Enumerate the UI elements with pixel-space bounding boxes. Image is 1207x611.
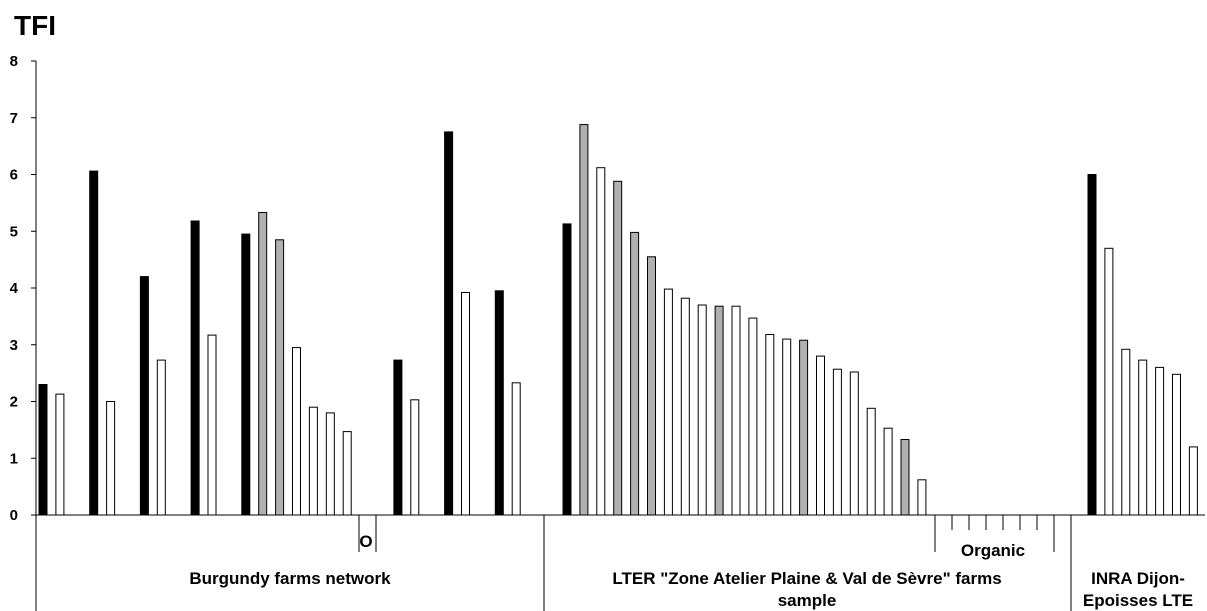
y-tick-label: 5 (10, 223, 18, 240)
y-tick-label: 8 (10, 53, 18, 70)
bar (1172, 373, 1181, 516)
bar (782, 338, 792, 516)
bar (663, 288, 673, 516)
bar (55, 393, 65, 516)
bar (139, 276, 149, 516)
bar (106, 401, 116, 516)
bar (1155, 366, 1165, 516)
y-ticks: 0 1 2 3 4 5 6 7 8 (10, 53, 36, 524)
bar (1188, 446, 1198, 516)
bar (680, 297, 690, 516)
bar (579, 124, 589, 516)
bar (156, 359, 166, 516)
bar (832, 368, 842, 516)
bar (866, 407, 876, 516)
group-label-lter-line1: LTER "Zone Atelier Plaine & Val de Sèvre… (612, 569, 1001, 588)
y-tick-label: 3 (10, 337, 18, 354)
bar (342, 431, 352, 516)
y-axis-title: TFI (14, 10, 56, 41)
bar (275, 239, 285, 516)
bar (562, 223, 572, 516)
bar (748, 317, 758, 516)
bar (190, 220, 200, 516)
bar (799, 339, 809, 516)
group-label-inra-line2: Epoisses LTE (1083, 591, 1193, 610)
bar (1087, 174, 1097, 516)
bar (308, 406, 318, 516)
bar (731, 305, 741, 516)
bar (917, 479, 927, 516)
group-label-burgundy: Burgundy farms network (189, 569, 391, 588)
bar (1138, 359, 1148, 516)
bar (647, 256, 656, 516)
bar (849, 371, 859, 516)
bar (596, 167, 606, 516)
bar (630, 231, 640, 516)
bar (816, 355, 825, 516)
bars (38, 124, 1198, 516)
bar (393, 359, 403, 516)
bar (258, 212, 268, 516)
bar (461, 292, 470, 516)
bar (765, 334, 775, 516)
bar (1121, 348, 1131, 516)
group-label-lter-line2: sample (778, 591, 837, 610)
y-tick-label: 1 (10, 450, 18, 467)
bar (883, 427, 893, 516)
bar (207, 334, 217, 516)
bar (900, 439, 910, 516)
bar (89, 170, 99, 516)
sub-group-label-o: O (359, 532, 372, 551)
sub-group-label-organic: Organic (961, 541, 1025, 560)
bar (494, 290, 504, 516)
bar (613, 180, 623, 516)
bar (697, 304, 707, 516)
bar (410, 399, 420, 516)
category-dividers (358, 515, 1072, 611)
y-tick-label: 4 (10, 280, 19, 297)
group-labels: O Organic Burgundy farms network LTER "Z… (189, 532, 1193, 610)
y-tick-label: 7 (10, 110, 18, 127)
bar (1104, 247, 1114, 516)
bar (325, 412, 335, 516)
y-tick-label: 6 (10, 167, 18, 184)
y-tick-label: 2 (10, 394, 18, 411)
bar (241, 233, 251, 516)
bar (444, 131, 454, 516)
group-label-inra-line1: INRA Dijon- (1091, 569, 1185, 588)
y-tick-label: 0 (10, 507, 18, 524)
bar (511, 382, 521, 516)
bar (292, 347, 301, 516)
bar (714, 305, 724, 516)
bar (38, 384, 48, 516)
